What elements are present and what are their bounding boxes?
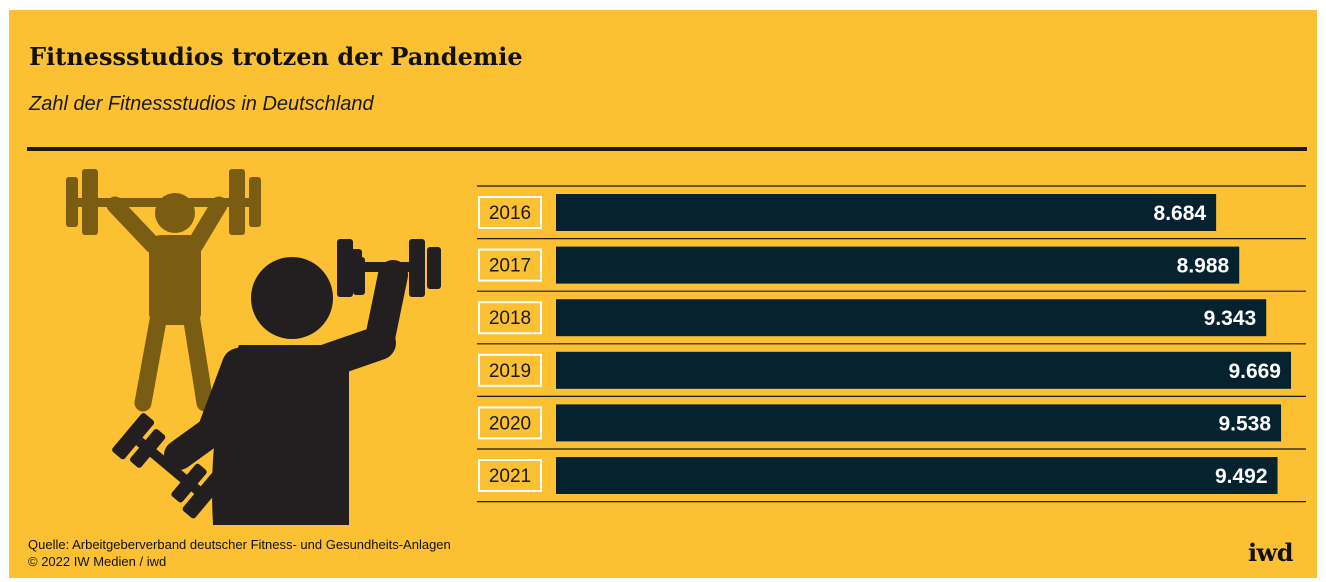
iwd-logo: iwd bbox=[1247, 538, 1294, 567]
value-label: 9.343 bbox=[1204, 307, 1257, 330]
bar bbox=[556, 246, 1240, 284]
source-note: Quelle: Arbeitgeberverband deutscher Fit… bbox=[28, 536, 451, 570]
year-box bbox=[478, 248, 542, 282]
bar bbox=[556, 351, 1291, 389]
year-box bbox=[478, 301, 542, 335]
value-label: 8.988 bbox=[1177, 255, 1230, 278]
copyright-text: © 2022 IW Medien / iwd bbox=[28, 554, 167, 569]
bar bbox=[556, 299, 1267, 337]
year-box bbox=[478, 459, 542, 492]
year-box bbox=[478, 353, 542, 387]
year-label: 2021 bbox=[489, 466, 531, 487]
value-label: 9.492 bbox=[1215, 465, 1268, 488]
year-label: 2019 bbox=[489, 361, 531, 382]
dumbbell-athlete-icon bbox=[112, 239, 441, 525]
value-label: 9.538 bbox=[1218, 412, 1271, 435]
bar bbox=[556, 404, 1282, 442]
fitness-illustration bbox=[66, 169, 441, 525]
chart-title: Fitnessstudios trotzen der Pandemie bbox=[29, 42, 523, 71]
value-label: 9.669 bbox=[1228, 360, 1281, 383]
year-box bbox=[478, 406, 542, 440]
bar-chart: 2016 8.684 2017 8.988 2018 9.343 2019 9.669 2020… bbox=[477, 185, 1306, 503]
bar bbox=[556, 194, 1217, 231]
title-rule bbox=[27, 147, 1307, 151]
chart-subtitle: Zahl der Fitnessstudios in Deutschland bbox=[29, 93, 374, 115]
year-label: 2020 bbox=[489, 413, 531, 434]
year-box bbox=[478, 196, 542, 229]
value-label: 8.684 bbox=[1154, 202, 1207, 225]
bar bbox=[556, 457, 1278, 494]
year-label: 2018 bbox=[489, 308, 531, 329]
source-text: Quelle: Arbeitgeberverband deutscher Fit… bbox=[28, 537, 451, 552]
chart-card: Fitnessstudios trotzen der Pandemie Zahl… bbox=[9, 10, 1317, 578]
year-label: 2017 bbox=[489, 256, 531, 277]
year-label: 2016 bbox=[489, 203, 531, 224]
weightlifter-icon bbox=[66, 169, 261, 412]
